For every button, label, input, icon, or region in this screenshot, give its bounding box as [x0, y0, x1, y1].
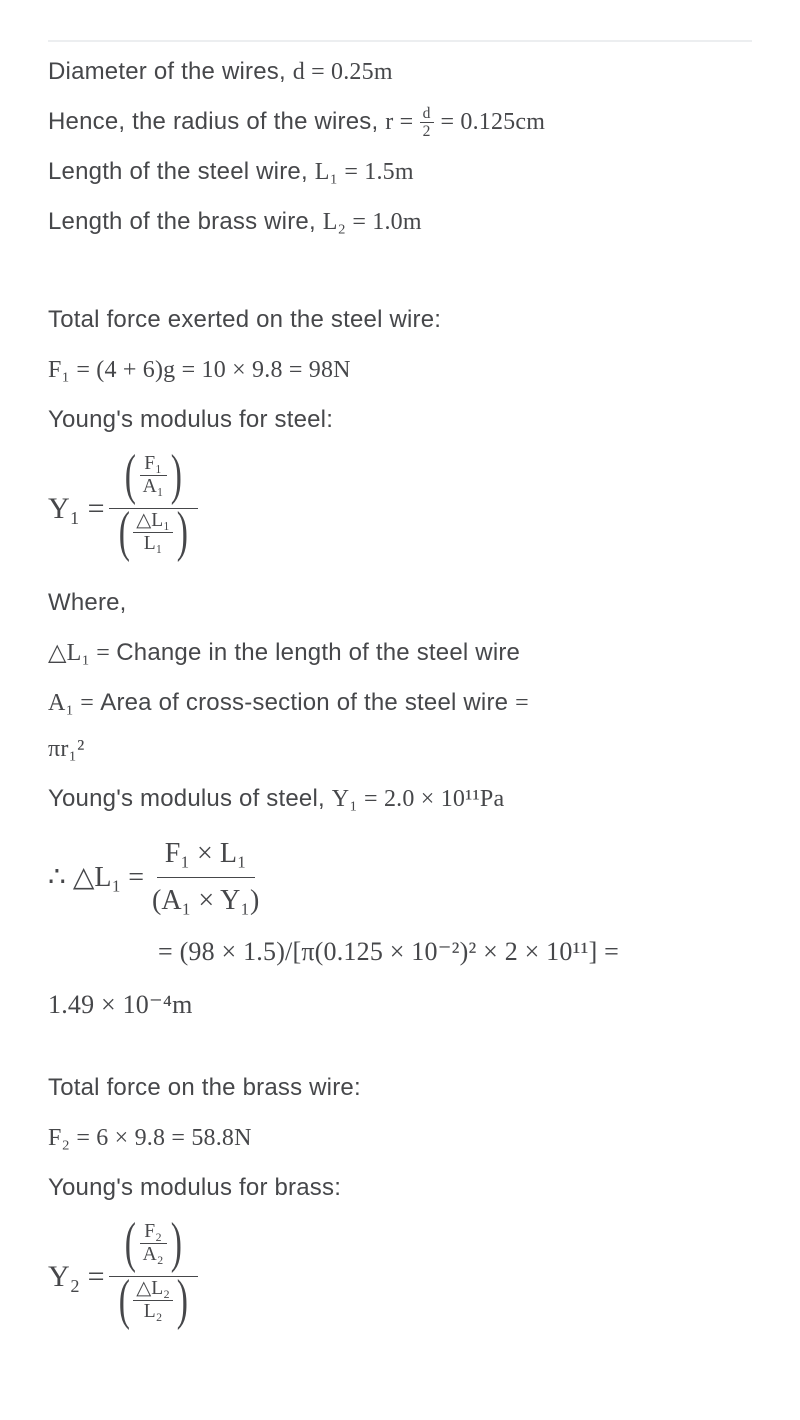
numerator: F₂ — [140, 1222, 167, 1244]
denominator: A₂ — [140, 1244, 167, 1265]
text: Young's modulus for brass: — [48, 1174, 341, 1201]
math: = 0.125cm — [440, 109, 545, 135]
fraction: ( F₂ A₂ ) ( △L₂ L₂ ) — [109, 1220, 198, 1333]
line-delta-l1: △L₁ = Change in the length of the steel … — [48, 635, 752, 671]
text: Total force on the brass wire: — [48, 1074, 361, 1101]
line-y1-value: Young's modulus of steel, Y₁ = 2.0 × 10¹… — [48, 781, 752, 817]
text: Young's modulus for steel: — [48, 406, 333, 433]
spacer — [48, 1038, 752, 1070]
denominator: 2 — [420, 123, 434, 140]
fraction: ( F₁ A₁ ) ( △L₁ L₁ ) — [109, 452, 198, 565]
equation-y2: Y₂ = ( F₂ A₂ ) ( △L₂ L₂ — [48, 1220, 752, 1333]
page-content: Diameter of the wires, d = 0.25m Hence, … — [0, 0, 800, 1420]
line-y2-label: Young's modulus for brass: — [48, 1170, 752, 1206]
text: Length of the brass wire, — [48, 208, 323, 235]
text: Where, — [48, 589, 127, 616]
denominator: A₁ — [140, 476, 167, 497]
text: Hence, the radius of the wires, — [48, 108, 385, 135]
line-where: Where, — [48, 585, 752, 621]
denominator: ( △L₁ L₁ ) — [109, 509, 198, 565]
line-f2-label: Total force on the brass wire: — [48, 1070, 752, 1106]
math: d = 0.25m — [293, 59, 393, 85]
equation-y1: Y₁ = ( F₁ A₁ ) ( △L₁ L₁ — [48, 452, 752, 565]
math: F₂ = 6 × 9.8 = 58.8N — [48, 1125, 252, 1151]
text: Area of cross-section of the steel wire — [100, 689, 515, 716]
line-f1: F₁ = (4 + 6)g = 10 × 9.8 = 98N — [48, 352, 752, 388]
math: Y₁ = 2.0 × 10¹¹Pa — [332, 786, 505, 812]
numerator: △L₂ — [133, 1279, 173, 1301]
line-a1-cont: πr₁² — [48, 731, 752, 767]
line-f1-label: Total force exerted on the steel wire: — [48, 302, 752, 338]
line-brass-length: Length of the brass wire, L₂ = 1.0m — [48, 204, 752, 240]
line-a1: A₁ = Area of cross-section of the steel … — [48, 685, 752, 721]
text: Length of the steel wire, — [48, 158, 315, 185]
denominator: (A₁ × Y₁) — [144, 878, 267, 924]
math: △L₁ = — [48, 640, 116, 666]
inner-fraction: F₂ A₂ — [140, 1222, 167, 1264]
numerator: d — [420, 106, 434, 124]
lhs: Y₁ = — [48, 486, 105, 531]
math: r = — [385, 109, 419, 135]
inner-fraction: △L₁ L₁ — [133, 511, 173, 553]
math: 1.49 × 10⁻⁴m — [48, 990, 193, 1019]
fraction: d 2 — [420, 106, 434, 140]
spacer — [48, 254, 752, 302]
denominator: L₂ — [133, 1301, 173, 1322]
numerator: F₁ — [140, 454, 167, 476]
math: (98 × 1.5)/[π(0.125 × 10⁻²)² × 2 × 10¹¹]… — [180, 937, 619, 966]
text: Diameter of the wires, — [48, 58, 293, 85]
lhs: Y₂ = — [48, 1254, 105, 1299]
denominator: L₁ — [133, 533, 173, 554]
numerator: △L₁ — [133, 511, 173, 533]
math: L₂ = 1.0m — [323, 209, 422, 235]
line-radius: Hence, the radius of the wires, r = d 2 … — [48, 104, 752, 140]
math: = — [515, 690, 529, 716]
line-steel-length: Length of the steel wire, L₁ = 1.5m — [48, 154, 752, 190]
text: Total force exerted on the steel wire: — [48, 306, 441, 333]
line-f2: F₂ = 6 × 9.8 = 58.8N — [48, 1120, 752, 1156]
divider — [48, 40, 752, 42]
math: = — [158, 937, 180, 966]
inner-fraction: △L₂ L₂ — [133, 1279, 173, 1321]
equation-delta-l1: ∴ △L₁ = F₁ × L₁ (A₁ × Y₁) — [48, 831, 752, 924]
line-diameter: Diameter of the wires, d = 0.25m — [48, 54, 752, 90]
line-eq3: = (98 × 1.5)/[π(0.125 × 10⁻²)² × 2 × 10¹… — [48, 932, 752, 971]
line-result1: 1.49 × 10⁻⁴m — [48, 985, 752, 1024]
denominator: ( △L₂ L₂ ) — [109, 1277, 198, 1333]
lhs: ∴ △L₁ = — [48, 857, 144, 899]
math: L₁ = 1.5m — [315, 159, 414, 185]
text: Change in the length of the steel wire — [116, 639, 520, 666]
inner-fraction: F₁ A₁ — [140, 454, 167, 496]
fraction: F₁ × L₁ (A₁ × Y₁) — [144, 831, 267, 924]
numerator: F₁ × L₁ — [157, 831, 255, 878]
math: A₁ = — [48, 690, 100, 716]
math: F₁ = (4 + 6)g = 10 × 9.8 = 98N — [48, 357, 351, 383]
line-y1-label: Young's modulus for steel: — [48, 402, 752, 438]
text: Young's modulus of steel, — [48, 785, 332, 812]
math: πr₁² — [48, 736, 84, 762]
